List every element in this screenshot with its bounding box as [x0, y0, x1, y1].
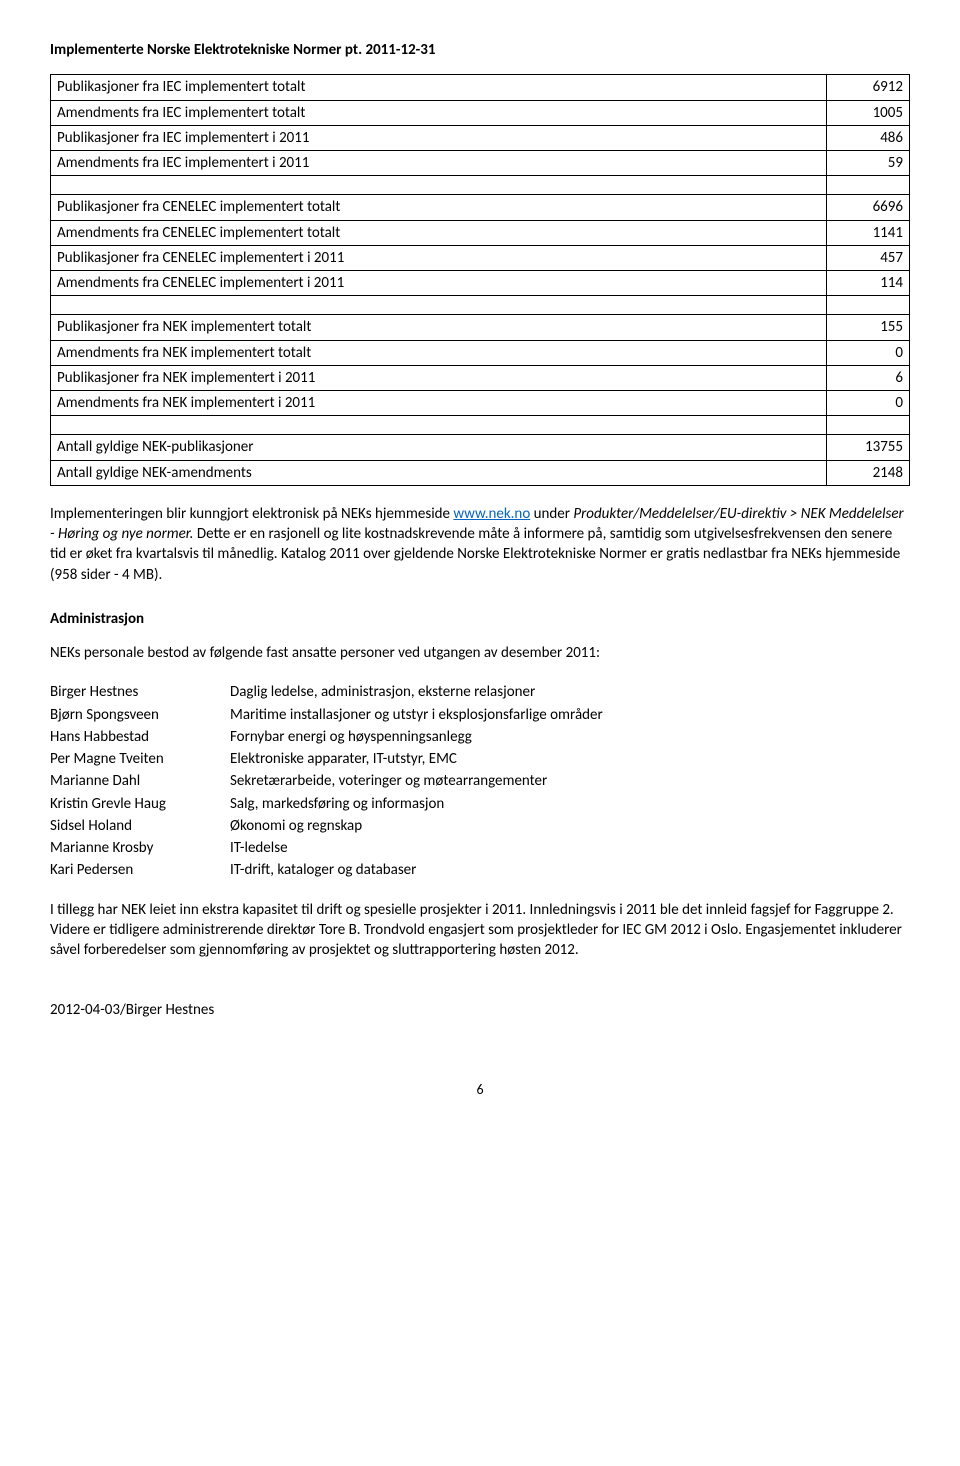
stats-row: Antall gyldige NEK-publikasjoner13755 — [51, 435, 910, 460]
stats-row: Amendments fra NEK implementert i 20110 — [51, 391, 910, 416]
stats-value: 486 — [827, 125, 910, 150]
impl-text-mid: under — [530, 505, 573, 523]
stats-label: Amendments fra NEK implementert i 2011 — [51, 391, 827, 416]
person-role: Salg, markedsføring og informasjon — [230, 793, 603, 815]
sep-cell — [51, 296, 827, 315]
stats-label: Publikasjoner fra NEK implementert total… — [51, 315, 827, 340]
person-name: Birger Hestnes — [50, 681, 230, 703]
person-role: Elektroniske apparater, IT-utstyr, EMC — [230, 748, 603, 770]
stats-label: Publikasjoner fra CENELEC implementert t… — [51, 195, 827, 220]
stats-separator — [51, 296, 910, 315]
stats-value: 13755 — [827, 435, 910, 460]
person-row: Birger HestnesDaglig ledelse, administra… — [50, 681, 603, 703]
stats-row: Amendments fra IEC implementert totalt10… — [51, 100, 910, 125]
stats-label: Antall gyldige NEK-amendments — [51, 460, 827, 485]
person-name: Per Magne Tveiten — [50, 748, 230, 770]
page-number: 6 — [50, 1081, 910, 1100]
stats-row: Publikasjoner fra NEK implementert i 201… — [51, 365, 910, 390]
stats-label: Publikasjoner fra NEK implementert i 201… — [51, 365, 827, 390]
person-row: Hans HabbestadFornybar energi og høyspen… — [50, 726, 603, 748]
impl-text-pre: Implementeringen blir kunngjort elektron… — [50, 505, 453, 523]
page-title: Implementerte Norske Elektrotekniske Nor… — [50, 40, 910, 60]
sep-cell — [51, 176, 827, 195]
person-name: Marianne Dahl — [50, 770, 230, 792]
stats-value: 6696 — [827, 195, 910, 220]
person-role: IT-drift, kataloger og databaser — [230, 859, 603, 881]
person-role: Økonomi og regnskap — [230, 815, 603, 837]
nek-link[interactable]: www.nek.no — [453, 505, 530, 523]
stats-separator — [51, 416, 910, 435]
sep-cell — [51, 416, 827, 435]
stats-separator — [51, 176, 910, 195]
person-role: Sekretærarbeide, voteringer og møtearran… — [230, 770, 603, 792]
stats-value: 0 — [827, 340, 910, 365]
stats-label: Amendments fra CENELEC implementert i 20… — [51, 271, 827, 296]
stats-row: Publikasjoner fra IEC implementert i 201… — [51, 125, 910, 150]
stats-label: Publikasjoner fra IEC implementert total… — [51, 75, 827, 100]
stats-row: Publikasjoner fra IEC implementert total… — [51, 75, 910, 100]
stats-row: Amendments fra CENELEC implementert tota… — [51, 220, 910, 245]
admin-intro: NEKs personale bestod av følgende fast a… — [50, 643, 910, 663]
person-row: Sidsel HolandØkonomi og regnskap — [50, 815, 603, 837]
stats-value: 155 — [827, 315, 910, 340]
stats-label: Amendments fra NEK implementert totalt — [51, 340, 827, 365]
sep-cell — [827, 416, 910, 435]
admin-heading: Administrasjon — [50, 609, 910, 629]
person-row: Kristin Grevle HaugSalg, markedsføring o… — [50, 793, 603, 815]
stats-label: Publikasjoner fra CENELEC implementert i… — [51, 245, 827, 270]
stats-value: 2148 — [827, 460, 910, 485]
person-role: Daglig ledelse, administrasjon, eksterne… — [230, 681, 603, 703]
person-row: Per Magne TveitenElektroniske apparater,… — [50, 748, 603, 770]
person-name: Bjørn Spongsveen — [50, 704, 230, 726]
signature-line: 2012-04-03/Birger Hestnes — [50, 1000, 910, 1020]
person-name: Marianne Krosby — [50, 837, 230, 859]
stats-value: 6912 — [827, 75, 910, 100]
stats-label: Amendments fra IEC implementert totalt — [51, 100, 827, 125]
person-row: Marianne KrosbyIT-ledelse — [50, 837, 603, 859]
person-row: Bjørn SpongsveenMaritime installasjoner … — [50, 704, 603, 726]
stats-value: 59 — [827, 151, 910, 176]
people-table: Birger HestnesDaglig ledelse, administra… — [50, 681, 603, 881]
person-name: Kari Pedersen — [50, 859, 230, 881]
stats-value: 0 — [827, 391, 910, 416]
person-role: Fornybar energi og høyspenningsanlegg — [230, 726, 603, 748]
stats-value: 6 — [827, 365, 910, 390]
stats-row: Publikasjoner fra CENELEC implementert i… — [51, 245, 910, 270]
stats-row: Amendments fra NEK implementert totalt0 — [51, 340, 910, 365]
person-name: Hans Habbestad — [50, 726, 230, 748]
stats-value: 1005 — [827, 100, 910, 125]
stats-row: Publikasjoner fra NEK implementert total… — [51, 315, 910, 340]
person-name: Kristin Grevle Haug — [50, 793, 230, 815]
implementation-paragraph: Implementeringen blir kunngjort elektron… — [50, 504, 910, 585]
stats-label: Amendments fra CENELEC implementert tota… — [51, 220, 827, 245]
stats-label: Publikasjoner fra IEC implementert i 201… — [51, 125, 827, 150]
stats-table: Publikasjoner fra IEC implementert total… — [50, 74, 910, 486]
stats-value: 457 — [827, 245, 910, 270]
stats-label: Amendments fra IEC implementert i 2011 — [51, 151, 827, 176]
person-role: Maritime installasjoner og utstyr i eksp… — [230, 704, 603, 726]
stats-value: 114 — [827, 271, 910, 296]
person-role: IT-ledelse — [230, 837, 603, 859]
person-row: Marianne DahlSekretærarbeide, voteringer… — [50, 770, 603, 792]
person-row: Kari PedersenIT-drift, kataloger og data… — [50, 859, 603, 881]
person-name: Sidsel Holand — [50, 815, 230, 837]
sep-cell — [827, 176, 910, 195]
stats-row: Amendments fra IEC implementert i 201159 — [51, 151, 910, 176]
sep-cell — [827, 296, 910, 315]
stats-value: 1141 — [827, 220, 910, 245]
closing-paragraph: I tillegg har NEK leiet inn ekstra kapas… — [50, 900, 910, 961]
stats-label: Antall gyldige NEK-publikasjoner — [51, 435, 827, 460]
stats-row: Antall gyldige NEK-amendments2148 — [51, 460, 910, 485]
stats-row: Publikasjoner fra CENELEC implementert t… — [51, 195, 910, 220]
stats-row: Amendments fra CENELEC implementert i 20… — [51, 271, 910, 296]
